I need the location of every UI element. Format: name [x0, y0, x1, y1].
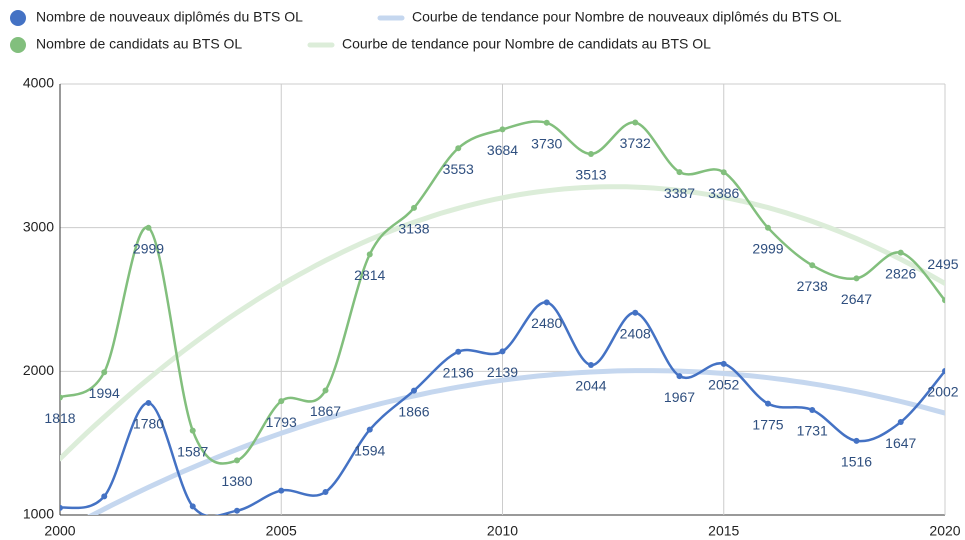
data-label: 1793	[266, 414, 297, 430]
data-label: 1731	[797, 423, 828, 439]
data-label: 2408	[620, 325, 651, 341]
point	[145, 224, 152, 231]
data-label: 2480	[531, 315, 562, 331]
point	[588, 150, 594, 157]
legend-marker	[10, 37, 26, 53]
y-tick-label: 1000	[23, 506, 54, 522]
point	[720, 360, 727, 367]
data-label: 1594	[354, 442, 385, 458]
point	[499, 126, 506, 133]
data-label: 1967	[664, 389, 695, 405]
point	[588, 362, 594, 369]
data-label: 3138	[398, 221, 429, 237]
data-label: 1516	[841, 454, 872, 470]
data-label: 2495	[927, 256, 958, 272]
data-label: 1780	[133, 416, 164, 432]
data-label: 2139	[487, 364, 518, 380]
point	[632, 309, 639, 316]
data-label: 2999	[752, 241, 783, 257]
point	[676, 373, 683, 380]
point	[809, 406, 816, 413]
x-tick-label: 2005	[266, 523, 297, 539]
point	[499, 348, 506, 355]
point	[60, 504, 63, 511]
point	[101, 493, 108, 500]
data-label: 2052	[708, 377, 739, 393]
point	[942, 368, 945, 375]
data-label: 1867	[310, 403, 341, 419]
point	[234, 507, 240, 514]
data-label: 1647	[885, 435, 916, 451]
data-label: 2814	[354, 267, 385, 283]
y-tick-label: 3000	[23, 218, 54, 234]
legend-label: Courbe de tendance pour Nombre de nouvea…	[412, 9, 842, 25]
point	[411, 204, 417, 211]
point	[942, 297, 945, 304]
data-label: 3730	[531, 135, 562, 151]
x-tick-label: 2000	[44, 523, 75, 539]
data-label: 3553	[443, 161, 474, 177]
legend-label: Courbe de tendance pour Nombre de candid…	[342, 36, 711, 52]
data-label: 1818	[44, 410, 75, 426]
legend-label: Nombre de candidats au BTS OL	[36, 36, 242, 52]
x-tick-label: 2020	[929, 523, 960, 539]
point	[765, 400, 771, 407]
point	[189, 503, 196, 510]
x-tick-label: 2010	[487, 523, 518, 539]
data-label: 3387	[664, 185, 695, 201]
data-label: 2044	[575, 378, 606, 394]
point	[455, 348, 462, 355]
data-label: 3513	[575, 167, 606, 183]
y-tick-label: 2000	[23, 362, 54, 378]
point	[897, 249, 904, 256]
point	[765, 224, 771, 231]
plot-area	[60, 119, 945, 515]
x-tick-label: 2015	[708, 523, 739, 539]
data-label: 3732	[620, 135, 651, 151]
point	[366, 426, 373, 433]
data-label: 3684	[487, 142, 518, 158]
legend-marker	[10, 10, 26, 26]
point	[853, 275, 860, 282]
point	[278, 487, 285, 494]
point	[60, 394, 63, 401]
point	[543, 119, 550, 126]
point	[543, 299, 550, 306]
legend-label: Nombre de nouveaux diplômés du BTS OL	[36, 9, 303, 25]
data-label: 2738	[797, 278, 828, 294]
point	[676, 169, 683, 176]
point	[101, 369, 108, 376]
point	[411, 387, 417, 394]
data-label: 1994	[89, 385, 120, 401]
trend-line	[60, 184, 945, 462]
point	[234, 457, 240, 464]
data-label: 2002	[927, 384, 958, 400]
point	[632, 119, 639, 126]
data-label: 2647	[841, 291, 872, 307]
data-label: 1380	[221, 473, 252, 489]
point	[322, 489, 329, 496]
data-label: 1866	[398, 403, 429, 419]
point	[278, 398, 285, 405]
point	[897, 419, 904, 426]
trend-line	[87, 368, 945, 515]
y-tick-label: 4000	[23, 75, 54, 91]
data-label: 1775	[752, 416, 783, 432]
data-label: 2826	[885, 265, 916, 281]
point	[853, 437, 860, 444]
point	[322, 387, 329, 394]
point	[189, 427, 196, 434]
point	[145, 399, 152, 406]
point	[366, 251, 373, 258]
data-label: 3386	[708, 185, 739, 201]
data-label: 2999	[133, 241, 164, 257]
point	[809, 262, 816, 269]
data-label: 1587	[177, 443, 208, 459]
point	[720, 169, 727, 176]
data-label: 2136	[443, 364, 474, 380]
point	[455, 145, 462, 152]
